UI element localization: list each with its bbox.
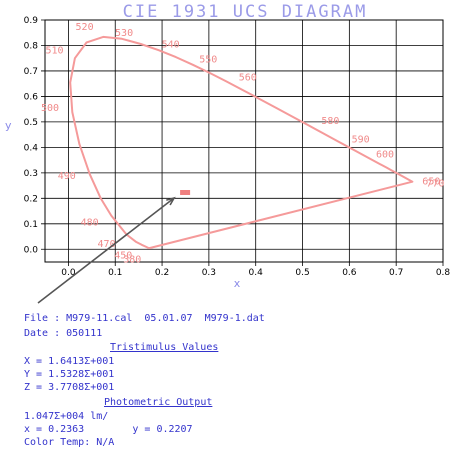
spectral-locus [69,35,414,249]
chromaticity-coordinates: x = 0.2363 y = 0.2207 [24,424,193,435]
wavelength-label: 510 [45,46,63,57]
y-tick-label: 0.4 [24,143,39,153]
wavelength-label: 480 [81,217,99,228]
wavelength-label: 450 [114,251,132,262]
wavelength-label: 490 [58,171,76,182]
lumen-value: 1.047Σ+004 lm/ [24,411,109,422]
wavelength-label: 530 [115,28,133,39]
x-tick-label: 0.4 [249,268,264,278]
y-tick-label: 0.0 [24,245,39,255]
x-tick-label: 0.1 [108,268,122,278]
wavelength-label: 380 [123,255,141,266]
wavelength-label: 590 [352,135,370,146]
wavelength-label: 500 [41,103,59,114]
wavelength-label: 650 [422,176,440,187]
y-tick-label: 0.2 [24,194,38,204]
y-tick-label: 0.9 [24,16,39,26]
wavelength-label: 560 [239,73,257,84]
y-axis-label: y [5,119,12,132]
file-line: File : M979-11.cal 05.01.07 M979-1.dat [24,313,265,324]
tristimulus-heading: Tristimulus Values [110,342,219,353]
x-axis-label: x [234,277,241,290]
plot-frame [44,19,444,263]
measured-point-layer [37,190,191,304]
wavelength-label: 550 [199,55,217,66]
grid [41,19,444,266]
wavelength-label: 580 [321,116,339,127]
pointer-arrow-line [37,197,175,304]
y-tick-label: 0.6 [24,92,39,102]
tristimulus-x: X = 1.6413Σ+001 [24,356,115,367]
wavelength-label: 540 [162,40,180,51]
wavelength-label: 470 [98,239,116,250]
x-tick-label: 0.2 [155,268,169,278]
pointer-arrow-head [166,196,176,206]
x-tick-label: 0.7 [389,268,403,278]
x-tick-label: 0.5 [295,268,309,278]
measured-point-marker [180,190,191,195]
photometric-heading: Photometric Output [104,397,213,408]
x-tick-label: 0.3 [202,268,216,278]
color-temp: Color Temp: N/A [24,437,115,448]
tick-labels: 0.0 0.1 0.2 0.3 0.4 0.5 0.6 0.7 0.8 0.0 0.1 0.2 0.3 0… [24,16,451,278]
y-tick-label: 0.5 [24,118,38,128]
wavelength-label: 600 [376,149,394,160]
y-tick-label: 0.8 [24,41,39,51]
spectral-locus-line [69,35,414,249]
chart-title: CIE 1931 UCS DIAGRAM [123,2,368,22]
x-tick-label: 0.8 [436,268,451,278]
cie-chart: CIE 1931 UCS DIAGRAM 0.0 0.1 0.2 0.3 0.4 0.5 0… [5,2,451,304]
x-tick-label: 0.6 [342,268,357,278]
tristimulus-z: Z = 3.7708Σ+001 [24,382,115,393]
x-tick-label: 0.0 [61,268,76,278]
wavelength-label: 770 [426,179,444,190]
y-tick-label: 0.3 [24,169,38,179]
y-tick-label: 0.7 [24,67,38,77]
wavelength-label: 520 [76,22,94,33]
y-tick-label: 0.1 [24,220,38,230]
tristimulus-y: Y = 1.5328Σ+001 [24,369,115,380]
date-line: Date : 050111 [24,328,103,339]
